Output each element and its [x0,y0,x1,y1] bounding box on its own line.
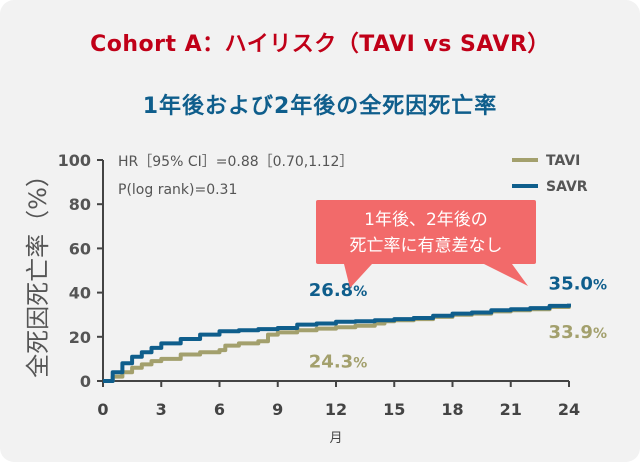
y-tick-label: 0 [80,372,91,391]
x-tick-label: 3 [156,400,167,419]
callout-tail-left [344,264,372,288]
x-tick-label: 6 [214,400,225,419]
data-label-savr-12: 26.8% [309,280,367,301]
y-tick-label: 80 [69,195,91,214]
callout: 1年後、2年後の 死亡率に有意差なし [316,200,536,288]
data-label-savr-24: 35.0% [549,274,607,295]
x-tick-label: 15 [383,400,405,419]
chart-title: Cohort A：ハイリスク（TAVI vs SAVR） [90,32,550,57]
series-lines [103,303,571,383]
legend-label-savr: SAVR [546,179,588,195]
x-tick-label: 18 [441,400,463,419]
legend-label-tavi: TAVI [546,153,580,169]
x-tick-label: 12 [325,400,347,419]
axes: 0 20 40 60 80 100 0 3 6 9 12 15 18 21 24 月 全死因死亡率（%） [24,151,580,446]
data-label-tavi-12: 24.3% [309,351,367,372]
x-tick-label: 9 [272,400,283,419]
data-label-tavi-24: 33.9% [549,322,607,343]
x-tick-label: 0 [97,400,108,419]
y-tick-label: 60 [69,239,91,258]
legend: TAVI SAVR [512,153,588,195]
p-value-text: P(log rank)=0.31 [118,182,237,198]
callout-box [316,200,536,264]
callout-tail-right [484,264,528,286]
x-axis-label: 月 [329,431,342,446]
x-tick-label: 21 [500,400,522,419]
hazard-ratio-text: HR［95% CI］=0.88［0.70,1.12］ [118,154,353,170]
callout-line-2: 死亡率に有意差なし [350,236,503,256]
y-tick-label: 20 [69,328,91,347]
data-labels: 26.8% 24.3% 35.0% 33.9% [309,274,607,373]
y-tick-label: 40 [69,284,91,303]
x-tick-label: 24 [558,400,580,419]
callout-line-1: 1年後、2年後の [364,210,488,230]
series-line-savr [103,303,571,383]
y-axis-label: 全死因死亡率（%） [24,163,52,378]
chart-subtitle: 1年後および2年後の全死因死亡率 [142,94,498,119]
y-tick-label: 100 [58,151,91,170]
